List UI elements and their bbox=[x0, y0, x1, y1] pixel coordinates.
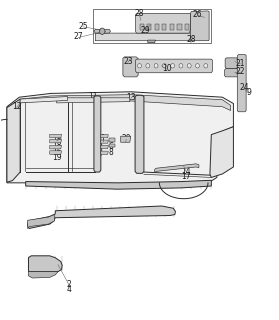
Polygon shape bbox=[20, 95, 231, 110]
Polygon shape bbox=[147, 24, 151, 30]
Text: 27: 27 bbox=[73, 32, 83, 41]
Circle shape bbox=[179, 64, 183, 68]
Text: 22: 22 bbox=[235, 67, 245, 76]
Polygon shape bbox=[101, 151, 108, 154]
Polygon shape bbox=[26, 180, 211, 189]
Circle shape bbox=[99, 28, 105, 34]
Text: 16: 16 bbox=[52, 148, 61, 157]
Polygon shape bbox=[101, 145, 108, 148]
Polygon shape bbox=[148, 40, 155, 43]
Polygon shape bbox=[20, 97, 68, 103]
Text: 4: 4 bbox=[67, 285, 71, 294]
Polygon shape bbox=[190, 11, 209, 41]
Polygon shape bbox=[50, 151, 62, 154]
Polygon shape bbox=[155, 164, 199, 173]
Polygon shape bbox=[50, 140, 62, 143]
Polygon shape bbox=[140, 24, 144, 30]
Polygon shape bbox=[7, 99, 20, 182]
Polygon shape bbox=[136, 13, 190, 33]
Text: 19: 19 bbox=[52, 153, 61, 162]
Text: 8: 8 bbox=[109, 148, 114, 156]
Text: 26: 26 bbox=[193, 10, 202, 19]
Polygon shape bbox=[28, 272, 58, 278]
Polygon shape bbox=[101, 135, 108, 138]
Text: 17: 17 bbox=[182, 172, 191, 181]
Polygon shape bbox=[28, 256, 62, 272]
Circle shape bbox=[162, 64, 166, 68]
Polygon shape bbox=[95, 33, 198, 41]
Circle shape bbox=[204, 64, 208, 68]
Text: 28: 28 bbox=[187, 35, 196, 44]
Polygon shape bbox=[135, 95, 144, 173]
Circle shape bbox=[196, 64, 199, 68]
Polygon shape bbox=[28, 206, 175, 228]
Text: 21: 21 bbox=[235, 59, 245, 68]
Polygon shape bbox=[177, 24, 182, 30]
Text: 10: 10 bbox=[162, 64, 172, 73]
Polygon shape bbox=[7, 92, 234, 188]
Text: 14: 14 bbox=[182, 167, 191, 176]
Polygon shape bbox=[121, 136, 131, 142]
Text: 3: 3 bbox=[97, 140, 102, 149]
Text: 23: 23 bbox=[123, 57, 133, 66]
Text: 15: 15 bbox=[52, 136, 61, 145]
Text: 12: 12 bbox=[12, 102, 21, 111]
Text: 6: 6 bbox=[109, 142, 114, 151]
Polygon shape bbox=[123, 57, 138, 77]
Polygon shape bbox=[109, 139, 115, 142]
Polygon shape bbox=[185, 24, 189, 30]
Text: 7: 7 bbox=[97, 152, 102, 161]
Polygon shape bbox=[225, 58, 238, 69]
Text: 5: 5 bbox=[97, 146, 102, 155]
Text: 2: 2 bbox=[67, 280, 71, 289]
Polygon shape bbox=[50, 134, 62, 138]
Text: 20: 20 bbox=[121, 134, 131, 143]
Circle shape bbox=[138, 64, 141, 68]
Polygon shape bbox=[155, 24, 159, 30]
Text: 18: 18 bbox=[52, 141, 61, 150]
Polygon shape bbox=[210, 127, 234, 178]
Polygon shape bbox=[162, 24, 167, 30]
Text: 1: 1 bbox=[101, 134, 105, 143]
Circle shape bbox=[187, 64, 191, 68]
Circle shape bbox=[171, 64, 175, 68]
Polygon shape bbox=[101, 140, 108, 143]
Text: 11: 11 bbox=[88, 92, 97, 101]
Text: 24: 24 bbox=[239, 83, 249, 92]
Polygon shape bbox=[109, 144, 115, 147]
Polygon shape bbox=[28, 215, 54, 228]
Polygon shape bbox=[136, 59, 212, 73]
Text: 29: 29 bbox=[140, 26, 150, 35]
Text: 25: 25 bbox=[78, 22, 88, 31]
Circle shape bbox=[146, 64, 150, 68]
Polygon shape bbox=[94, 29, 110, 33]
Text: 9: 9 bbox=[246, 88, 251, 97]
Text: 13: 13 bbox=[126, 93, 136, 102]
Text: 28: 28 bbox=[135, 9, 144, 18]
Polygon shape bbox=[237, 55, 246, 112]
Circle shape bbox=[154, 64, 158, 68]
Polygon shape bbox=[50, 145, 62, 149]
Polygon shape bbox=[170, 24, 174, 30]
Polygon shape bbox=[94, 96, 101, 172]
Polygon shape bbox=[57, 98, 130, 103]
Polygon shape bbox=[225, 69, 238, 77]
